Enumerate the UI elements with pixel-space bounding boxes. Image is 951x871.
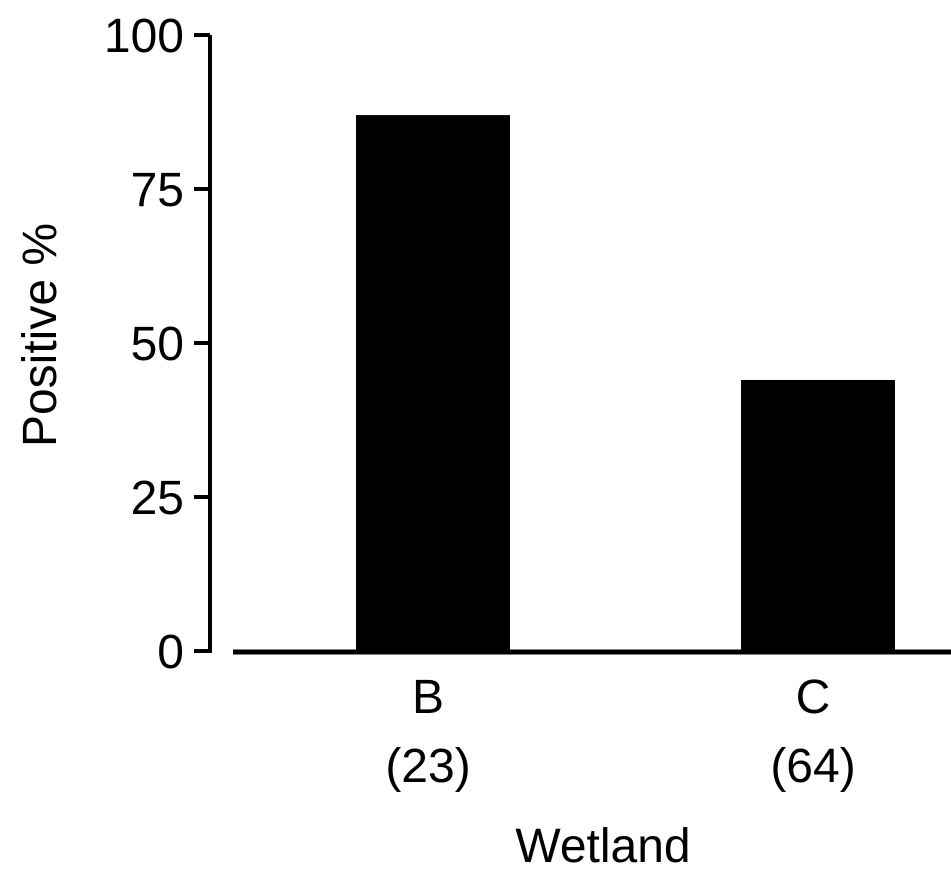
y-tick-label: 25 — [131, 472, 184, 525]
y-tick-label: 75 — [131, 164, 184, 217]
bar-B — [356, 115, 510, 651]
y-axis-label: Positive % — [14, 223, 67, 447]
x-tick-label: C — [796, 671, 831, 724]
bars — [356, 115, 895, 651]
y-tick-label: 0 — [157, 626, 184, 679]
x-tick-sublabel: (64) — [770, 740, 855, 793]
x-tick-sublabel: (23) — [385, 740, 470, 793]
y-tick-label: 50 — [131, 318, 184, 371]
x-axis-label: Wetland — [515, 820, 690, 871]
x-tick-label: B — [412, 671, 444, 724]
bar-C — [741, 379, 895, 651]
y-tick-label: 100 — [104, 10, 184, 63]
y-axis: 0 25 50 75 100 — [104, 10, 212, 679]
x-axis: B (23) C (64) — [233, 649, 951, 793]
